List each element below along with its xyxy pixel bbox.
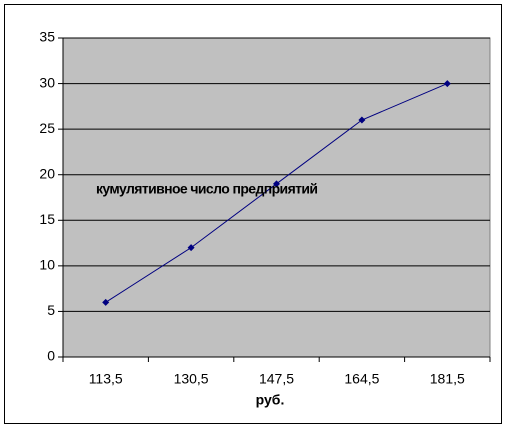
plot-area: 0 5 10 15 20 25 30 35 113,5 130,5 147,5 164,5 181,5 к…	[39, 29, 491, 387]
x-tick-label: 164,5	[344, 371, 379, 387]
y-tick-label: 20	[39, 165, 55, 181]
marker	[358, 116, 366, 124]
x-tick-label: 113,5	[89, 371, 123, 387]
marker	[187, 244, 195, 252]
x-tick-label: 130,5	[174, 371, 209, 387]
x-tick-label: 181,5	[430, 371, 465, 387]
x-axis-title: руб.	[256, 392, 285, 408]
y-tick-label: 10	[39, 257, 55, 273]
y-tick-label: 15	[39, 211, 55, 227]
marker	[102, 298, 110, 306]
y-tick-label: 5	[47, 302, 55, 318]
y-tick-label: 25	[39, 120, 55, 136]
x-tick-label: 147,5	[259, 371, 294, 387]
y-tick-label: 0	[47, 348, 55, 364]
plot-background	[62, 37, 491, 358]
marker	[273, 180, 280, 188]
y-tick-label: 35	[39, 29, 55, 45]
y-tick-label: 30	[39, 74, 55, 90]
marker	[443, 80, 451, 88]
annotation: кумулятивное число предприятий	[96, 181, 317, 197]
